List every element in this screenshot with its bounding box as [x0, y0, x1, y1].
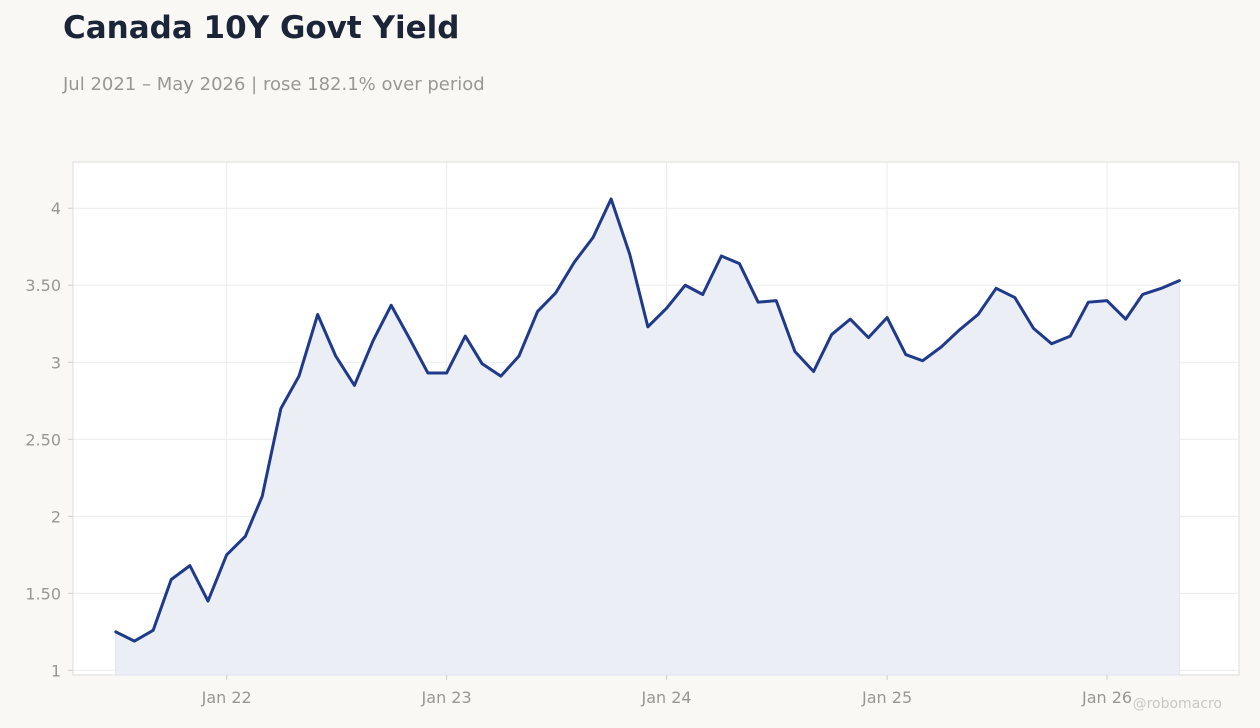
- x-tick-label: Jan 26: [1081, 688, 1132, 707]
- data-point: [830, 333, 833, 336]
- data-point: [976, 313, 980, 316]
- data-point: [904, 353, 907, 356]
- chart-subtitle: Jul 2021 – May 2026 | rose 182.1% over p…: [63, 74, 485, 95]
- y-tick-label: 4: [51, 199, 61, 218]
- data-point: [188, 564, 192, 567]
- data-point: [701, 293, 704, 296]
- data-point: [1087, 300, 1090, 304]
- data-point: [151, 629, 155, 632]
- data-point: [297, 374, 301, 378]
- data-point: [426, 371, 430, 375]
- data-point: [573, 260, 576, 264]
- data-point: [665, 307, 668, 310]
- data-point: [371, 339, 375, 342]
- data-point: [812, 370, 815, 373]
- data-point: [885, 316, 889, 319]
- data-point: [334, 354, 337, 358]
- y-tick-label: 1.50: [25, 584, 61, 603]
- data-point: [389, 304, 393, 307]
- x-axis-ticks: Jan 22 Jan 23 Jan 24 Jan 25 Jan 26: [201, 675, 1132, 707]
- y-tick-label: 2: [51, 507, 61, 526]
- data-point: [114, 630, 117, 634]
- data-point: [756, 300, 760, 304]
- data-point: [261, 495, 264, 498]
- x-tick-label: Jan 23: [421, 688, 472, 707]
- data-point: [720, 254, 723, 258]
- data-point: [408, 337, 412, 341]
- data-point: [316, 313, 319, 316]
- x-tick-label: Jan 25: [861, 688, 912, 707]
- data-point: [793, 350, 797, 353]
- data-point: [536, 310, 539, 313]
- data-point: [994, 287, 998, 290]
- data-point: [353, 384, 356, 387]
- y-tick-label: 2.50: [25, 430, 61, 449]
- data-point: [517, 354, 521, 358]
- data-point: [279, 407, 283, 410]
- data-point: [609, 197, 613, 201]
- y-tick-label: 3.50: [25, 276, 61, 295]
- data-point: [1178, 279, 1181, 282]
- y-axis-ticks: 1 1.50 2 2.50 3 3.50 4: [25, 199, 73, 680]
- data-point: [554, 291, 557, 295]
- data-point: [206, 599, 210, 603]
- data-point: [921, 359, 924, 362]
- data-point: [170, 578, 173, 581]
- data-point: [684, 284, 687, 287]
- data-point: [1013, 296, 1017, 299]
- data-point: [1050, 342, 1053, 345]
- data-point: [1160, 287, 1163, 290]
- data-point: [464, 334, 467, 338]
- data-point: [445, 371, 448, 375]
- data-point: [225, 553, 228, 557]
- data-point: [1069, 334, 1072, 338]
- data-point: [244, 535, 247, 538]
- x-tick-label: Jan 22: [201, 688, 252, 707]
- data-point: [940, 345, 943, 349]
- data-point: [867, 336, 870, 339]
- data-point: [133, 639, 136, 643]
- data-point: [499, 374, 503, 378]
- data-point: [775, 299, 778, 302]
- data-point: [628, 253, 631, 256]
- x-tick-label: Jan 24: [640, 688, 691, 707]
- data-point: [646, 325, 650, 329]
- data-point: [738, 262, 741, 265]
- watermark: @robomacro: [1132, 696, 1222, 712]
- y-tick-label: 3: [51, 353, 61, 372]
- data-point: [1141, 293, 1144, 296]
- data-point: [958, 328, 961, 332]
- y-tick-label: 1: [51, 661, 61, 680]
- chart-title: Canada 10Y Govt Yield: [63, 10, 460, 46]
- data-point: [591, 236, 595, 239]
- data-points: [114, 197, 1181, 643]
- data-point: [480, 362, 484, 366]
- data-point: [1124, 317, 1127, 321]
- data-point: [1032, 327, 1035, 330]
- data-point: [1105, 299, 1109, 302]
- data-point: [849, 317, 852, 321]
